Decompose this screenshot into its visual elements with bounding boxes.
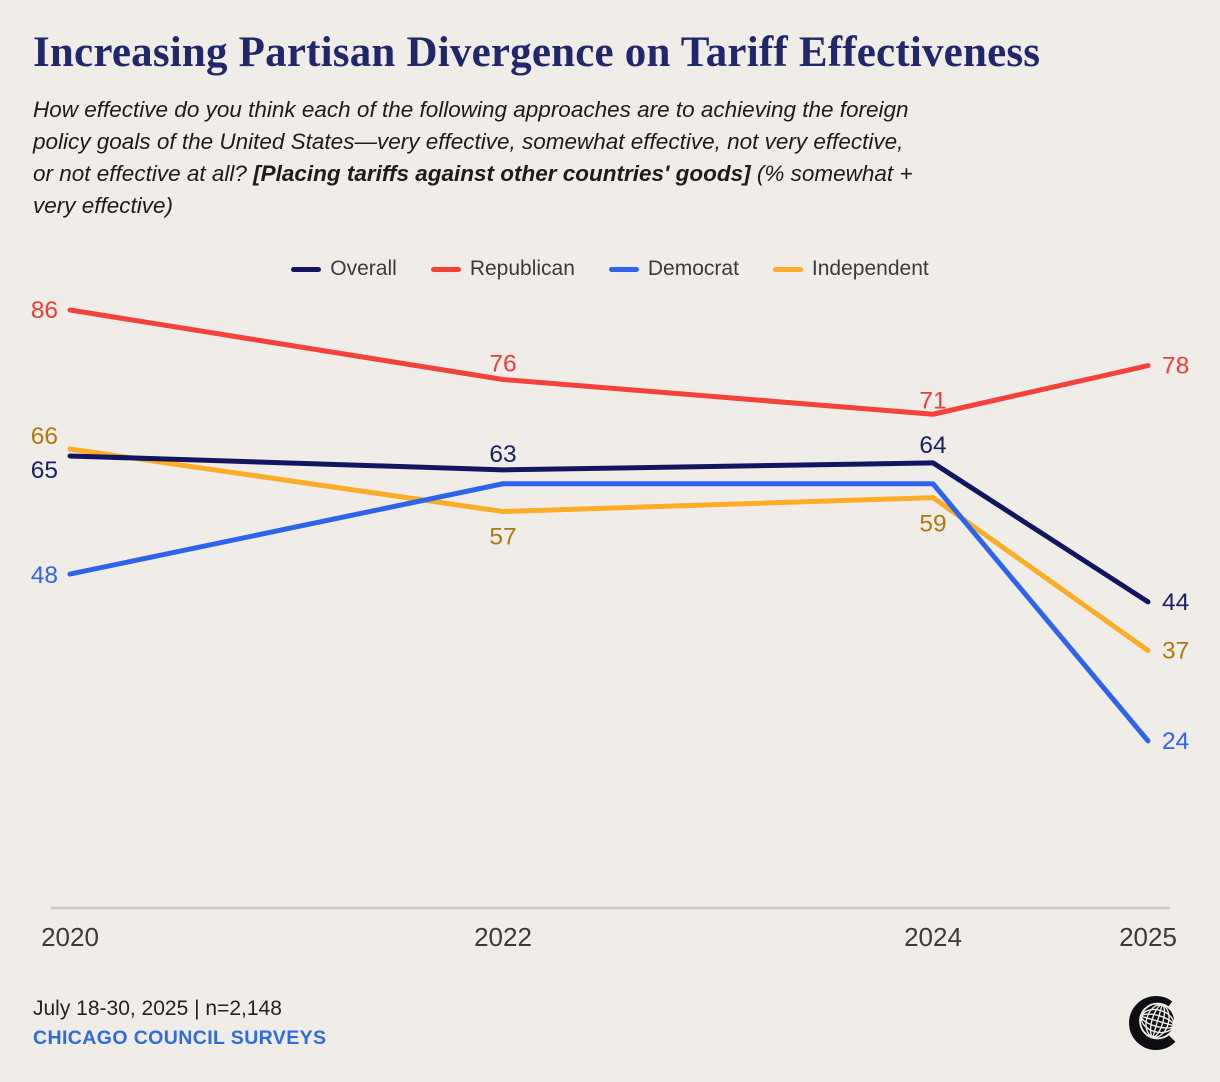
series-line-independent: [67, 446, 1151, 654]
data-label-independent-2025: 37: [1162, 638, 1189, 665]
source-org-link[interactable]: CHICAGO COUNCIL SURVEYS: [33, 1027, 327, 1049]
data-label-republican-2024: 71: [919, 387, 946, 414]
series-line-overall: [67, 453, 1151, 605]
chicago-council-globe-logo: [1129, 996, 1176, 1050]
legend-item-republican: Republican: [430, 257, 575, 281]
x-tick-label-2022: 2022: [474, 922, 532, 952]
data-label-overall-2024: 64: [919, 432, 946, 459]
legend-swatch-democrat: [608, 266, 639, 272]
x-tick-label-2020: 2020: [41, 922, 99, 952]
data-label-overall-2025: 44: [1162, 589, 1189, 616]
tariff-effectiveness-line-chart: 2020 2022 2024 2025 65 63 64 44 86 76 71 78 48 24 66 57…: [31, 297, 1190, 952]
logo-c-arc: [1129, 996, 1176, 1050]
legend-item-democrat: Democrat: [608, 257, 739, 281]
legend-item-overall: Overall: [291, 257, 397, 281]
data-label-democrat-2025: 24: [1162, 728, 1189, 755]
legend-label-independent: Independent: [811, 257, 929, 280]
chart-legend: Overall Republican Democrat Independent: [0, 257, 1220, 281]
data-label-democrat-2020: 48: [31, 562, 58, 589]
legend-swatch-republican: [430, 266, 461, 272]
chart-area: 2020 2022 2024 2025 65 63 64 44 86 76 71 78 48 24 66 57…: [0, 290, 1220, 962]
data-label-republican-2022: 76: [489, 351, 516, 378]
page-title: Increasing Partisan Divergence on Tariff…: [33, 29, 1041, 76]
data-label-republican-2025: 78: [1162, 353, 1189, 380]
survey-question-lead: How effective do you think each of the f…: [33, 97, 909, 186]
globe-icon: [1140, 1004, 1175, 1038]
series-line-republican: [67, 307, 1151, 417]
data-label-independent-2022: 57: [489, 524, 516, 551]
legend-swatch-independent: [772, 266, 803, 272]
legend-label-democrat: Democrat: [647, 257, 739, 280]
data-label-republican-2020: 86: [31, 297, 58, 324]
data-label-overall-2022: 63: [489, 441, 516, 468]
survey-meta: July 18-30, 2025 | n=2,148: [33, 997, 282, 1020]
survey-question-tail: (% somewhat + very effective): [33, 161, 913, 218]
x-tick-label-2024: 2024: [904, 922, 962, 952]
series-line-democrat: [67, 481, 1151, 744]
data-label-overall-2020: 65: [31, 457, 58, 484]
legend-item-independent: Independent: [772, 257, 929, 281]
x-tick-label-2025: 2025: [1119, 922, 1177, 952]
legend-label-overall: Overall: [330, 257, 397, 280]
survey-question-emphasis: [Placing tariffs against other countries…: [253, 161, 751, 186]
data-label-independent-2024: 59: [919, 511, 946, 538]
survey-question: How effective do you think each of the f…: [33, 94, 1188, 222]
legend-swatch-overall: [291, 266, 322, 272]
legend-label-republican: Republican: [469, 257, 575, 280]
data-label-independent-2020: 66: [31, 423, 58, 450]
